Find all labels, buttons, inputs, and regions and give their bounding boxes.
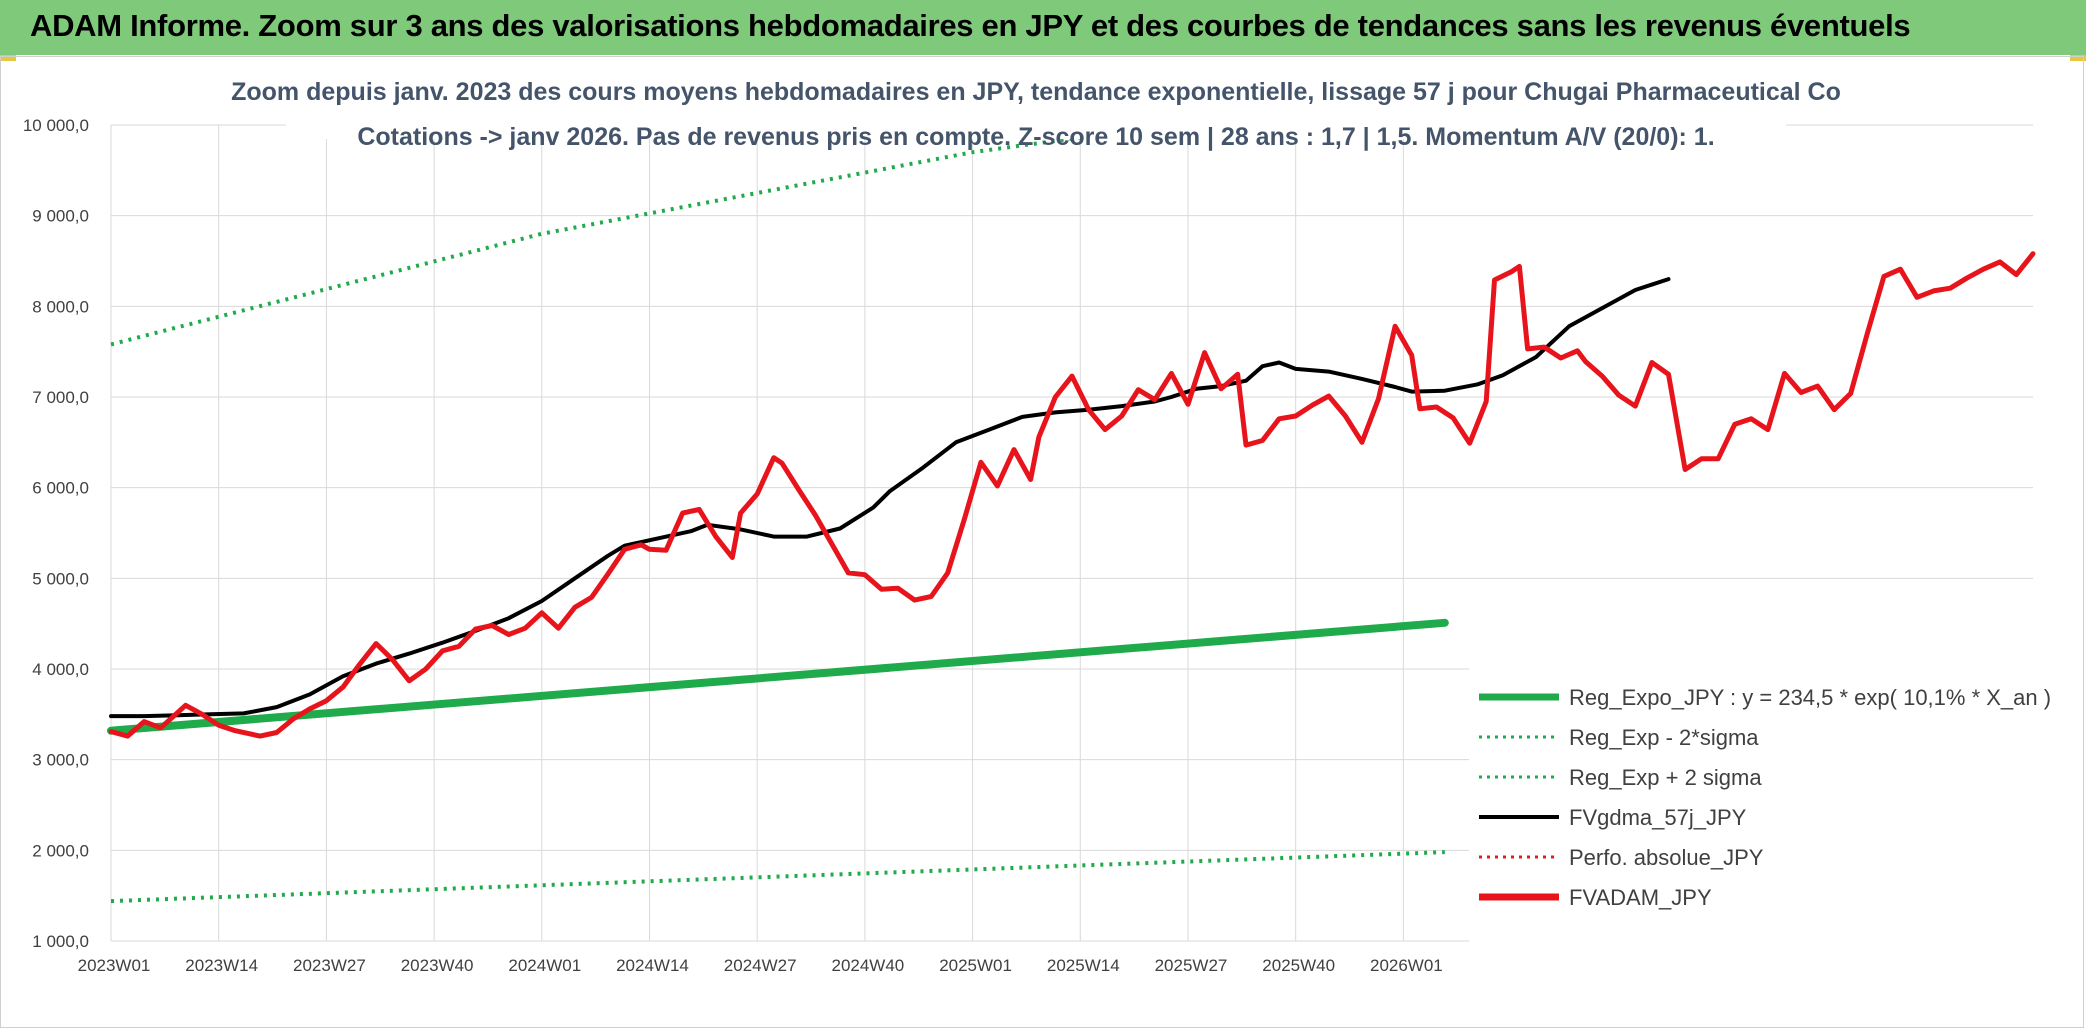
x-tick-label: 2023W40 bbox=[401, 956, 474, 975]
x-tick-label: 2023W01 bbox=[78, 956, 151, 975]
chart-area: 1 000,0 2 000,0 3 000,0 4 000,0 5 000,0 6 000… bbox=[23, 61, 2051, 989]
x-tick-label: 2025W40 bbox=[1262, 956, 1335, 975]
legend: Reg_Expo_JPY : y = 234,5 * exp( 10,1% * … bbox=[1469, 657, 2051, 989]
y-tick-label: 9 000,0 bbox=[32, 207, 89, 226]
legend-label: Reg_Expo_JPY : y = 234,5 * exp( 10,1% * … bbox=[1569, 685, 2051, 710]
x-tick-label: 2024W40 bbox=[831, 956, 904, 975]
y-tick-label: 1 000,0 bbox=[32, 932, 89, 951]
chart-subtitle: Cotations -> janv 2026. Pas de revenus p… bbox=[357, 123, 1714, 151]
corner-mark-left bbox=[0, 55, 16, 61]
legend-backdrop bbox=[1469, 657, 2037, 989]
header-bar: ADAM Informe. Zoom sur 3 ans des valoris… bbox=[0, 0, 2086, 55]
x-tick-label: 2025W27 bbox=[1155, 956, 1228, 975]
y-tick-label: 5 000,0 bbox=[32, 569, 89, 588]
series-line-reg-expo-jpy bbox=[107, 618, 1449, 735]
x-tick-label: 2023W14 bbox=[185, 956, 258, 975]
series-line-fvgdma-57j-jpy bbox=[109, 277, 1671, 719]
y-axis-ticks: 1 000,0 2 000,0 3 000,0 4 000,0 5 000,0 6 000… bbox=[23, 116, 89, 951]
x-axis-ticks: 2023W01 2023W14 2023W27 2023W40 2024W01 2024W… bbox=[78, 956, 1443, 975]
series-lines bbox=[107, 118, 2036, 904]
y-tick-label: 10 000,0 bbox=[23, 116, 89, 135]
y-tick-label: 6 000,0 bbox=[32, 479, 89, 498]
y-tick-label: 8 000,0 bbox=[32, 297, 89, 316]
corner-mark-right bbox=[2070, 55, 2086, 61]
legend-label: FVADAM_JPY bbox=[1569, 885, 1712, 910]
x-tick-label: 2026W01 bbox=[1370, 956, 1443, 975]
x-tick-label: 2024W27 bbox=[724, 956, 797, 975]
y-tick-label: 3 000,0 bbox=[32, 751, 89, 770]
report-title: ADAM Informe. Zoom sur 3 ans des valoris… bbox=[30, 8, 1911, 43]
chart-titles: Zoom depuis janv. 2023 des cours moyens … bbox=[231, 61, 1841, 151]
x-tick-label: 2024W14 bbox=[616, 956, 689, 975]
y-tick-label: 4 000,0 bbox=[32, 660, 89, 679]
series-line-reg-exp-2-sigma bbox=[110, 118, 1445, 347]
legend-label: Reg_Exp + 2 sigma bbox=[1569, 765, 1762, 790]
x-tick-label: 2024W01 bbox=[508, 956, 581, 975]
series-line-fvadam-jpy bbox=[108, 251, 2036, 739]
chart-title: Zoom depuis janv. 2023 des cours moyens … bbox=[231, 78, 1841, 106]
x-tick-label: 2023W27 bbox=[293, 956, 366, 975]
legend-label: Perfo. absolue_JPY bbox=[1569, 845, 1764, 870]
series-line-reg-exp-2-sigma bbox=[110, 850, 1445, 904]
legend-label: Reg_Exp - 2*sigma bbox=[1569, 725, 1759, 750]
x-tick-label: 2025W14 bbox=[1047, 956, 1120, 975]
legend-label: FVgdma_57j_JPY bbox=[1569, 805, 1747, 830]
chart-frame: 1 000,0 2 000,0 3 000,0 4 000,0 5 000,0 6 000… bbox=[0, 56, 2084, 1028]
y-tick-label: 2 000,0 bbox=[32, 841, 89, 860]
y-tick-label: 7 000,0 bbox=[32, 388, 89, 407]
title-backdrop bbox=[286, 61, 1786, 139]
x-tick-label: 2025W01 bbox=[939, 956, 1012, 975]
